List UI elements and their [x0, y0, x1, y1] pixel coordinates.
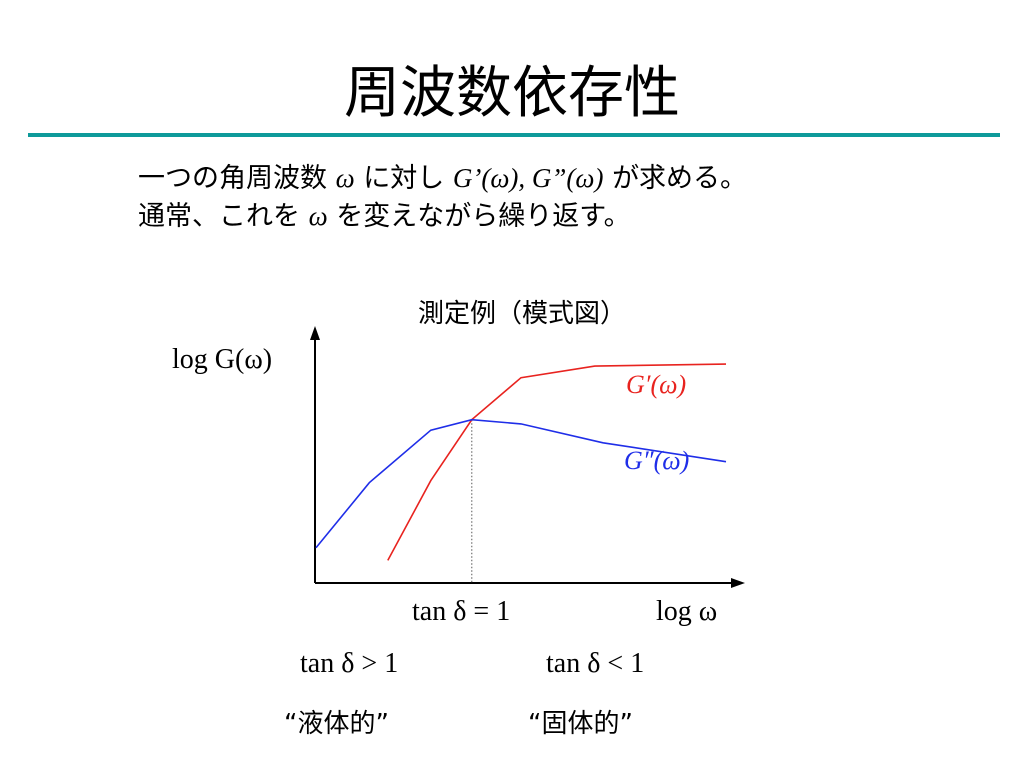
liquid-like-label: “液体的”: [284, 709, 389, 739]
solid-condition: tan δ < 1: [546, 648, 645, 679]
y-axis-label: log G(ω): [172, 344, 272, 375]
loss-modulus-curve: [315, 418, 727, 549]
x-axis-label: log ω: [656, 596, 717, 627]
line1-after: が求める。: [612, 163, 748, 194]
page-title: 周波数依存性: [344, 61, 680, 126]
omega-symbol: ω: [335, 163, 355, 193]
line2-before: 通常、これを: [138, 201, 300, 232]
x-axis-arrow: [731, 578, 745, 588]
line2-after: を変えながら繰り返す。: [336, 201, 631, 232]
line1-middle: に対し: [363, 163, 445, 194]
loss-modulus-label: G″(ω): [624, 446, 689, 475]
description-line-2: 通常、これを ω を変えながら繰り返す。: [138, 196, 631, 237]
y-axis-arrow: [310, 326, 320, 340]
storage-modulus-curve: [387, 363, 727, 561]
crossover-label: tan δ = 1: [412, 596, 510, 627]
diagram-title: 測定例（模式図）: [418, 299, 627, 329]
liquid-condition: tan δ > 1: [300, 648, 399, 679]
storage-modulus-label: G′(ω): [626, 370, 686, 399]
solid-like-label: “固体的”: [528, 709, 633, 739]
modulus-symbols: G’(ω), G”(ω): [452, 163, 604, 193]
line1-before: 一つの角周波数: [138, 163, 327, 194]
omega-symbol-2: ω: [308, 201, 328, 231]
description-line-1: 一つの角周波数 ω に対し G’(ω), G”(ω) が求める。: [138, 158, 747, 199]
title-divider: [28, 133, 1000, 137]
